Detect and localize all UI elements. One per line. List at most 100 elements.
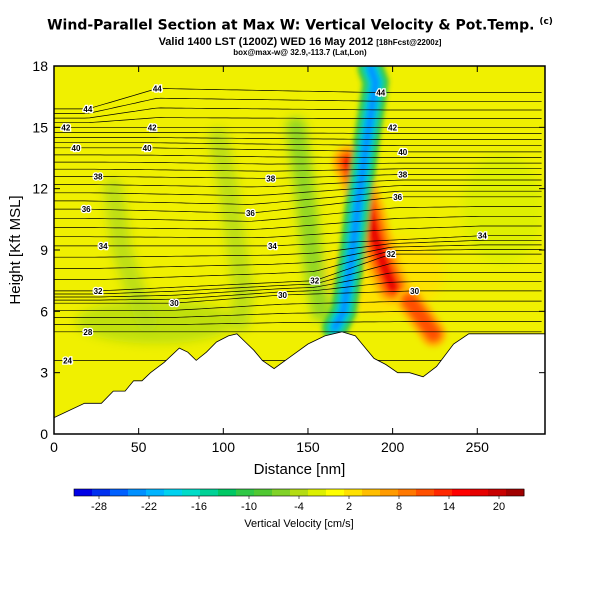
colorbar-swatch-0 [74,489,93,496]
x-axis-label: Distance [nm] [254,461,346,478]
theta-contour-43 [54,107,542,119]
theta-contour-31 [54,272,542,298]
colorbar-tick-label-2: 2 [346,501,352,513]
theta-contour-41 [54,137,542,140]
theta-label-11: 38 [398,170,407,179]
theta-contour-34 [54,235,542,247]
x-tick-label-50: 50 [131,439,147,455]
theta-label-20: 32 [386,250,395,259]
y-tick-label-9: 9 [40,242,48,258]
theta-label-3: 42 [61,123,70,132]
theta-contour-36 [54,196,542,214]
theta-label-14: 36 [393,193,402,202]
x-tick-label-200: 200 [381,439,405,455]
colorbar-swatch-12 [290,489,309,496]
theta-contour-39 [54,161,542,165]
theta-contour-39.5 [54,154,542,158]
chart-subtitle: Valid 1400 LST (1200Z) WED 16 May 2012 [… [158,36,442,48]
theta-label-19: 32 [310,277,319,286]
x-tick-label-100: 100 [212,439,236,455]
colorbar-swatch-16 [362,489,381,496]
theta-contour-44 [54,88,542,110]
theta-label-0: 44 [83,105,92,114]
colorbar-swatch-14 [326,489,345,496]
w-core-1-3 [332,66,379,331]
terrain-surface [53,331,546,435]
w-lowlevel-green [75,299,236,344]
colorbar-tick-label--10: -10 [241,501,257,513]
theta-contour-33 [54,244,542,269]
theta-label-17: 34 [478,232,487,241]
w-band-3 [208,127,254,332]
theta-label-22: 30 [278,291,287,300]
colorbar-swatch-10 [254,489,273,496]
colorbar-tick-label--16: -16 [191,501,207,513]
theta-label-4: 42 [148,123,157,132]
theta-label-9: 38 [94,172,103,181]
colorbar-swatch-9 [236,489,255,496]
colorbar: -28 -22 -16 -10 -4 2 8 14 20 Vertical Velocity [c… [73,488,525,530]
colorbar-swatch-1 [92,489,111,496]
theta-label-12: 36 [82,205,91,214]
y-tick-label-18: 18 [32,58,48,74]
w-band-5 [286,117,332,322]
theta-label-1: 44 [153,84,162,93]
y-tick-label-3: 3 [40,365,48,381]
theta-label-18: 32 [94,287,103,296]
theta-contour-35 [54,215,542,230]
theta-contour-41.5 [54,132,542,134]
theta-label-15: 34 [99,242,108,251]
theta-contour-32 [54,253,542,292]
theta-contour-33.5 [54,239,542,258]
theta-contour-43.5 [54,97,542,114]
terrain-mask [53,331,546,435]
colorbar-swatch-3 [128,489,147,496]
theta-label-5: 42 [388,123,397,132]
theta-label-16: 34 [268,242,277,251]
field-cores [322,66,447,348]
colorbar-tick-label-20: 20 [493,501,505,513]
colorbar-label: Vertical Velocity [cm/s] [244,518,353,530]
x-tick-label-250: 250 [466,439,490,455]
x-tick-label-150: 150 [296,439,320,455]
colorbar-swatch-22 [470,489,489,496]
chart-title: Wind-Parallel Section at Max W: Vertical… [47,17,553,34]
theta-label-6: 40 [72,144,81,153]
colorbar-swatch-24 [506,489,525,496]
colorbar-swatch-11 [272,489,291,496]
colorbar-swatch-15 [344,489,363,496]
theta-contour-42.5 [54,117,542,124]
colorbar-swatch-6 [182,489,201,496]
colorbar-swatch-23 [488,489,507,496]
colorbar-swatch-7 [200,489,219,496]
theta-contour-37 [54,185,542,196]
theta-contour-37.5 [54,179,542,188]
colorbar-swatch-21 [452,489,471,496]
theta-contour-38.5 [54,168,542,172]
theta-label-13: 36 [246,209,255,218]
y-tick-label-12: 12 [32,181,48,197]
theta-contour-30 [54,290,542,304]
theta-label-25: 24 [63,356,72,365]
colorbar-swatch-4 [146,489,165,496]
theta-contour-29 [54,310,542,318]
colorbar-tick-label-14: 14 [443,501,455,513]
y-tick-label-15: 15 [32,119,48,135]
colorbar-swatch-19 [416,489,435,496]
theta-contour-32.5 [54,249,542,280]
y-axis-label: Height [Kft MSL] [7,195,24,304]
theta-contour-36.5 [54,190,542,205]
theta-contour-29.5 [54,300,542,311]
theta-contour-38 [54,174,542,179]
colorbar-tick-label-8: 8 [396,501,402,513]
w-right-band [462,154,543,265]
colorbar-swatch-2 [110,489,129,496]
w-core-2-2 [404,295,439,340]
colorbar-swatch-5 [164,489,183,496]
theta-contour-28.5 [54,321,542,325]
theta-contour-35.5 [54,206,542,222]
theta-label-2: 44 [376,89,385,98]
theta-contour-30.5 [54,281,542,301]
